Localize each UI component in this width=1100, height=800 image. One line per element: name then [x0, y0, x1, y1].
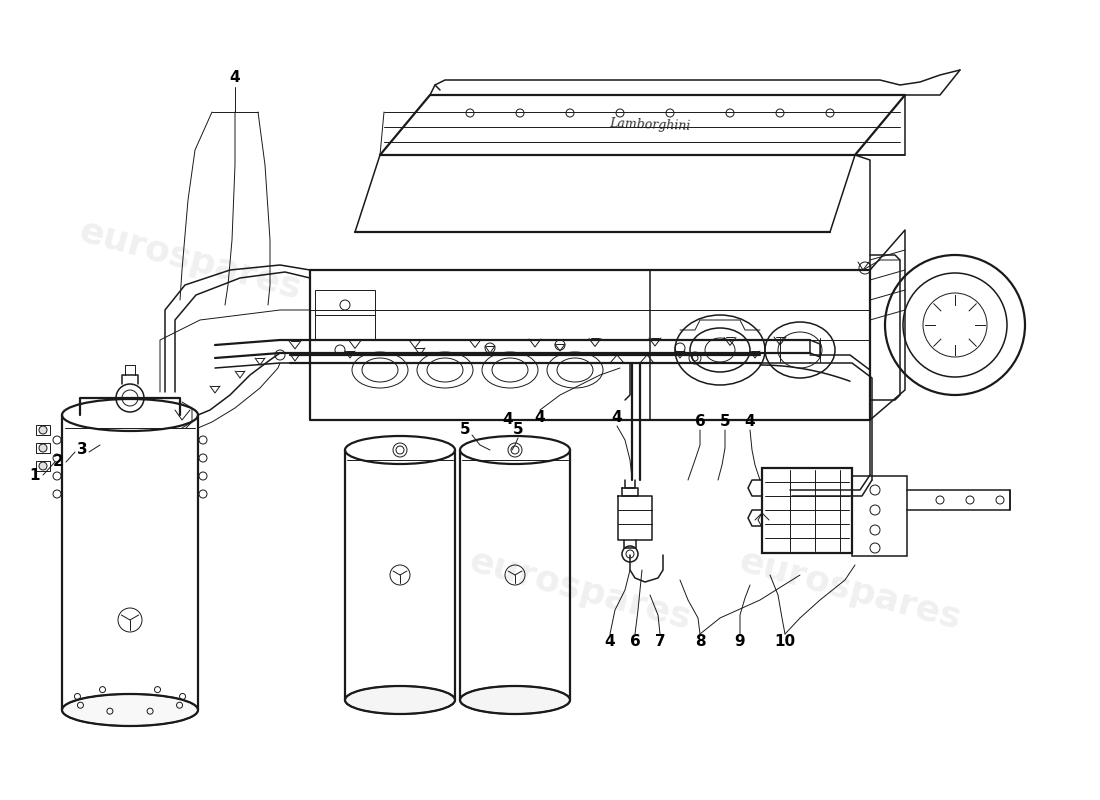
Text: 4: 4 [745, 414, 756, 430]
Text: 8: 8 [695, 634, 705, 650]
Text: 1: 1 [30, 467, 41, 482]
Bar [762, 468, 852, 553]
Text: 9: 9 [735, 634, 746, 650]
Text: 10: 10 [774, 634, 795, 650]
Text: 4: 4 [605, 634, 615, 650]
Ellipse shape [62, 694, 198, 726]
Text: 2: 2 [53, 454, 64, 470]
Text: 6: 6 [694, 414, 705, 430]
Bar [36, 461, 50, 471]
Bar [36, 425, 50, 435]
Text: 3: 3 [77, 442, 87, 458]
Ellipse shape [460, 686, 570, 714]
Text: 4: 4 [503, 413, 514, 427]
Text: 5: 5 [719, 414, 730, 430]
Text: Lamborghini: Lamborghini [609, 117, 691, 133]
Circle shape [39, 426, 47, 434]
Bar [36, 443, 50, 453]
Text: 4: 4 [535, 410, 546, 426]
Text: 5: 5 [460, 422, 471, 438]
Text: 7: 7 [654, 634, 666, 650]
Text: 5: 5 [513, 422, 524, 438]
Text: 4: 4 [612, 410, 623, 426]
Circle shape [39, 444, 47, 452]
Text: eurospares: eurospares [735, 544, 965, 636]
Text: eurospares: eurospares [465, 544, 695, 636]
Text: 6: 6 [629, 634, 640, 650]
Circle shape [39, 462, 47, 470]
Text: eurospares: eurospares [75, 214, 305, 306]
Bar [315, 290, 375, 340]
Text: 4: 4 [230, 70, 240, 86]
Ellipse shape [345, 686, 455, 714]
Bar [852, 476, 907, 556]
